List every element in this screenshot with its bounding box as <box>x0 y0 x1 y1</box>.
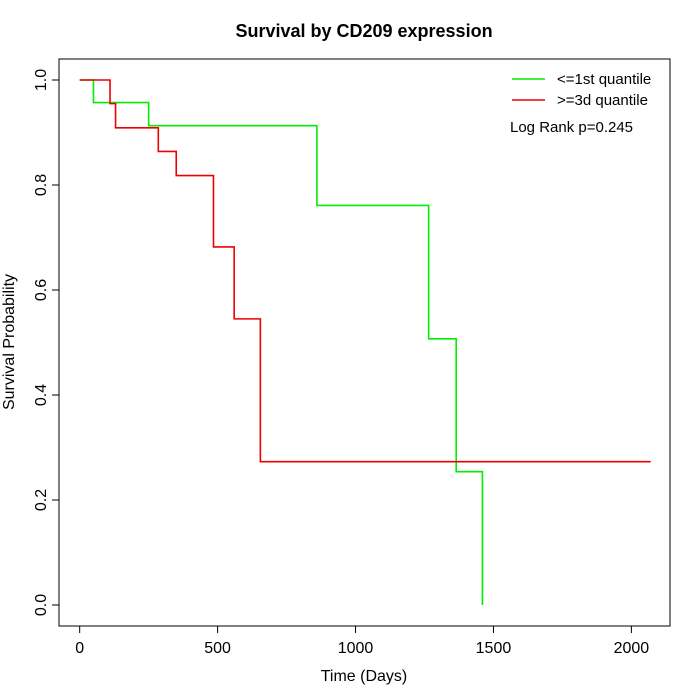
series-layer <box>79 79 651 605</box>
x-tick-label: 1500 <box>476 640 512 657</box>
chart-title: Survival by CD209 expression <box>235 21 492 41</box>
x-axis: 0 500 1000 1500 2000 <box>75 625 650 657</box>
legend: <=1st quantile >=3d quantile <box>512 71 651 109</box>
legend-label-2: >=3d quantile <box>557 92 648 109</box>
y-tick-label: 0.2 <box>33 489 50 511</box>
y-tick-label: 1.0 <box>33 69 50 91</box>
y-tick-label: 0.0 <box>33 594 50 616</box>
x-tick-label: 500 <box>204 640 231 657</box>
x-tick-label: 2000 <box>614 640 650 657</box>
y-tick-label: 0.8 <box>33 174 50 196</box>
y-tick-label: 0.6 <box>33 279 50 301</box>
y-axis-label: Survival Probability <box>1 274 18 410</box>
logrank-annotation: Log Rank p=0.245 <box>510 119 633 136</box>
series-line-1 <box>79 79 484 605</box>
x-tick-label: 1000 <box>338 640 374 657</box>
y-axis: 0.0 0.2 0.4 0.6 0.8 1.0 <box>33 69 60 616</box>
series-line-2 <box>79 79 651 463</box>
y-tick-label: 0.4 <box>33 384 50 406</box>
legend-label-1: <=1st quantile <box>557 71 651 88</box>
x-axis-label: Time (Days) <box>321 668 408 685</box>
plot-frame <box>58 58 671 627</box>
x-tick-label: 0 <box>75 640 84 657</box>
